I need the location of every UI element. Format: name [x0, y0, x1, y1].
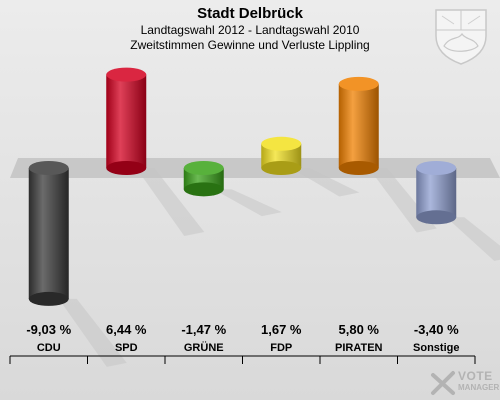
logo-line1: VOTE	[458, 369, 493, 383]
bar-body-spd	[106, 74, 147, 168]
chart-subtitle: Landtagswahl 2012 - Landtagswahl 2010	[140, 23, 360, 37]
logo-line2: MANAGER	[458, 383, 500, 392]
value-label: -9,03 %	[26, 322, 71, 337]
category-label: GRÜNE	[184, 341, 224, 354]
bar-top-cap	[261, 136, 302, 151]
bar-body-sonstige	[416, 168, 457, 218]
bar-top-cap	[106, 67, 147, 82]
bar-bottom-cap	[261, 161, 302, 175]
category-label: CDU	[37, 342, 61, 354]
votemanager-logo: VOTE MANAGER	[428, 368, 500, 398]
bar-shadow	[58, 298, 127, 367]
value-label: -1,47 %	[181, 322, 226, 337]
value-label: 1,67 %	[261, 322, 302, 337]
bar-body-piraten	[338, 83, 379, 168]
bar-body-cdu	[28, 168, 69, 299]
bar-shadow	[291, 168, 360, 197]
bar-top-cap	[338, 76, 379, 91]
value-label: 5,80 %	[339, 322, 380, 337]
bar-bottom-cap	[183, 182, 224, 197]
value-label: -3,40 %	[414, 322, 459, 337]
bar-bottom-cap	[28, 291, 69, 306]
coat-of-arms-icon	[432, 6, 490, 66]
value-label: 6,44 %	[106, 322, 147, 337]
bar-top-cap	[416, 161, 457, 175]
bar-shadow	[446, 217, 500, 261]
bar-bottom-cap	[338, 161, 379, 175]
chart-subtitle-2: Zweitstimmen Gewinne und Verluste Lippli…	[130, 38, 370, 52]
bar-shadow	[136, 168, 205, 236]
bar-top-cap	[28, 161, 69, 175]
category-label: SPD	[115, 342, 138, 354]
bar-shadow	[213, 189, 282, 217]
bar-bottom-cap	[416, 210, 457, 225]
bar-bottom-cap	[106, 161, 147, 175]
category-label: Sonstige	[413, 342, 459, 354]
bar-top-cap	[183, 161, 224, 175]
category-label: PIRATEN	[335, 342, 383, 354]
checkmark-cross-icon	[431, 371, 455, 395]
category-label: FDP	[270, 342, 292, 354]
chart-title: Stadt Delbrück	[197, 5, 303, 22]
